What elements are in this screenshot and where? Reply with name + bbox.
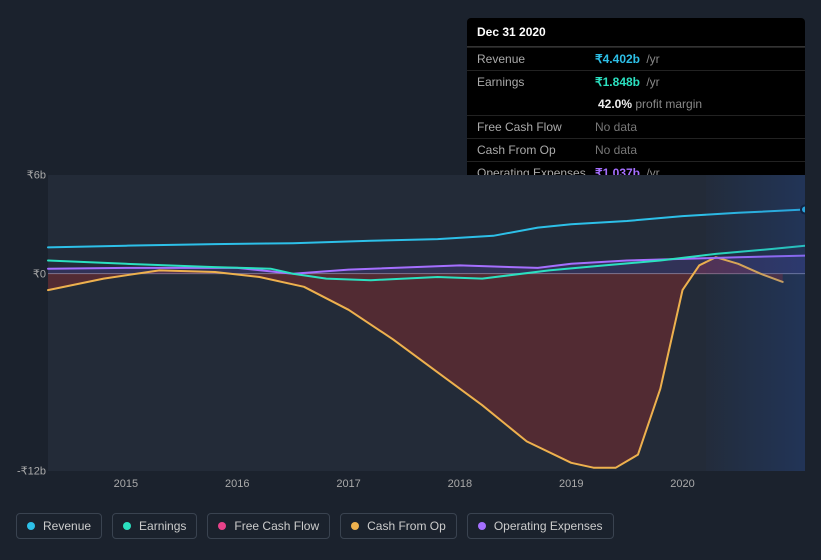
x-axis-label: 2015 xyxy=(114,478,138,490)
tooltip-row: Free Cash FlowNo data xyxy=(467,115,805,138)
tooltip-row: Revenue₹4.402b /yr xyxy=(467,47,805,70)
x-axis: 2015 2016 2017 2018 2019 2020 xyxy=(16,478,805,496)
legend-item[interactable]: Revenue xyxy=(16,513,102,539)
legend-item[interactable]: Operating Expenses xyxy=(467,513,614,539)
tooltip-row-value: ₹4.402b /yr xyxy=(595,52,660,66)
x-axis-label: 2018 xyxy=(448,478,472,490)
tooltip-row-label: Earnings xyxy=(477,75,595,89)
legend-label: Cash From Op xyxy=(367,519,446,533)
x-axis-label: 2016 xyxy=(225,478,249,490)
legend-label: Operating Expenses xyxy=(494,519,603,533)
legend-label: Earnings xyxy=(139,519,186,533)
tooltip-row-value: No data xyxy=(595,120,637,134)
legend-dot-icon xyxy=(478,522,486,530)
legend-item[interactable]: Cash From Op xyxy=(340,513,457,539)
chart-tooltip: Dec 31 2020 Revenue₹4.402b /yrEarnings₹1… xyxy=(467,18,805,184)
legend-dot-icon xyxy=(218,522,226,530)
tooltip-row-label: Revenue xyxy=(477,52,595,66)
tooltip-row: Earnings₹1.848b /yr xyxy=(467,70,805,93)
x-axis-label: 2019 xyxy=(559,478,583,490)
tooltip-subrow: 42.0% profit margin xyxy=(467,93,805,115)
tooltip-row: Cash From OpNo data xyxy=(467,138,805,161)
x-axis-label: 2017 xyxy=(336,478,360,490)
tooltip-row-label: Cash From Op xyxy=(477,143,595,157)
legend-item[interactable]: Earnings xyxy=(112,513,197,539)
legend-dot-icon xyxy=(351,522,359,530)
legend-dot-icon xyxy=(27,522,35,530)
legend-item[interactable]: Free Cash Flow xyxy=(207,513,330,539)
chart-legend: Revenue Earnings Free Cash Flow Cash From O… xyxy=(16,513,614,539)
financial-chart: ₹6b₹0-₹12b xyxy=(16,175,805,471)
tooltip-row-value: ₹1.848b /yr xyxy=(595,75,660,89)
legend-label: Free Cash Flow xyxy=(234,519,319,533)
x-axis-label: 2020 xyxy=(670,478,694,490)
tooltip-row-value: No data xyxy=(595,143,637,157)
tooltip-row-label: Free Cash Flow xyxy=(477,120,595,134)
tooltip-date: Dec 31 2020 xyxy=(467,18,805,47)
legend-dot-icon xyxy=(123,522,131,530)
legend-label: Revenue xyxy=(43,519,91,533)
